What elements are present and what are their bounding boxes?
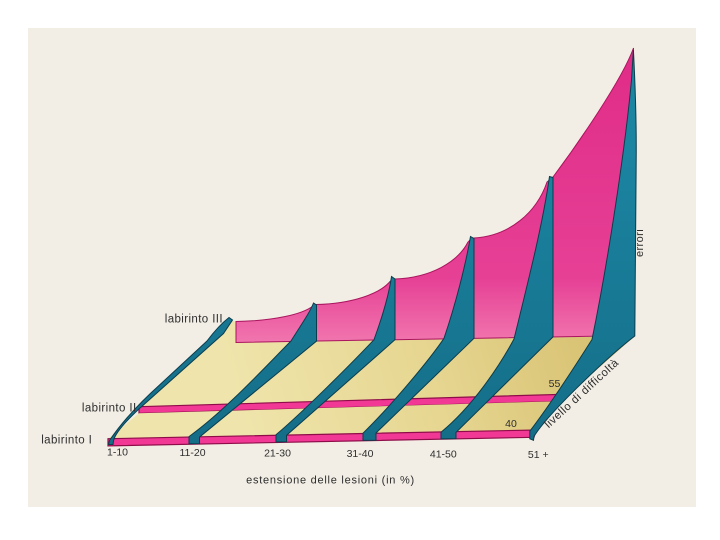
- svg-text:31-40: 31-40: [347, 448, 374, 460]
- svg-text:estensione delle lesioni (in %: estensione delle lesioni (in %): [246, 475, 415, 487]
- svg-text:55: 55: [549, 378, 561, 390]
- svg-text:labirinto III: labirinto III: [165, 314, 223, 326]
- svg-text:21-30: 21-30: [264, 448, 291, 460]
- svg-text:40: 40: [505, 418, 517, 430]
- svg-text:labirinto I: labirinto I: [41, 434, 92, 446]
- svg-text:1-10: 1-10: [107, 447, 128, 459]
- svg-text:labirinto II: labirinto II: [82, 403, 137, 415]
- svg-text:errori: errori: [634, 229, 646, 257]
- svg-text:11-20: 11-20: [179, 447, 205, 459]
- svg-text:51 +: 51 +: [528, 449, 549, 461]
- svg-text:41-50: 41-50: [430, 449, 457, 461]
